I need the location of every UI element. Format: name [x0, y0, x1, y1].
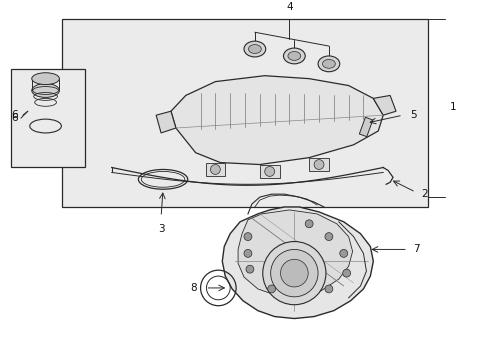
Circle shape: [244, 233, 251, 240]
Text: 3: 3: [158, 224, 164, 234]
Polygon shape: [156, 111, 176, 133]
Text: 7: 7: [412, 244, 419, 255]
Text: 2: 2: [421, 189, 427, 199]
Polygon shape: [372, 95, 395, 115]
Circle shape: [267, 285, 275, 293]
Ellipse shape: [317, 56, 339, 72]
Circle shape: [210, 165, 220, 174]
Ellipse shape: [248, 45, 261, 54]
Ellipse shape: [287, 51, 300, 60]
Text: 8: 8: [190, 283, 196, 293]
Bar: [308, 158, 328, 171]
Circle shape: [325, 285, 332, 293]
Ellipse shape: [32, 84, 59, 98]
Circle shape: [245, 265, 253, 273]
Bar: [259, 165, 279, 178]
Polygon shape: [171, 76, 383, 165]
Text: 4: 4: [285, 1, 292, 12]
Circle shape: [262, 242, 325, 305]
Bar: [11, 69, 85, 167]
Circle shape: [280, 259, 307, 287]
Text: 5: 5: [409, 110, 416, 120]
Text: 6: 6: [12, 110, 18, 120]
Circle shape: [270, 249, 317, 297]
Bar: [359, 117, 372, 137]
Bar: [62, 19, 427, 207]
Circle shape: [339, 249, 347, 257]
Circle shape: [325, 233, 332, 240]
Ellipse shape: [244, 41, 265, 57]
Text: 1: 1: [448, 102, 455, 112]
Ellipse shape: [283, 48, 305, 64]
Ellipse shape: [322, 59, 335, 68]
Circle shape: [342, 269, 350, 277]
Circle shape: [244, 249, 251, 257]
Circle shape: [313, 159, 324, 170]
Ellipse shape: [32, 73, 59, 85]
Circle shape: [264, 167, 274, 176]
Polygon shape: [222, 207, 372, 319]
Polygon shape: [238, 210, 352, 296]
Bar: [205, 163, 225, 176]
Text: 6: 6: [12, 113, 18, 123]
Circle shape: [305, 220, 312, 228]
